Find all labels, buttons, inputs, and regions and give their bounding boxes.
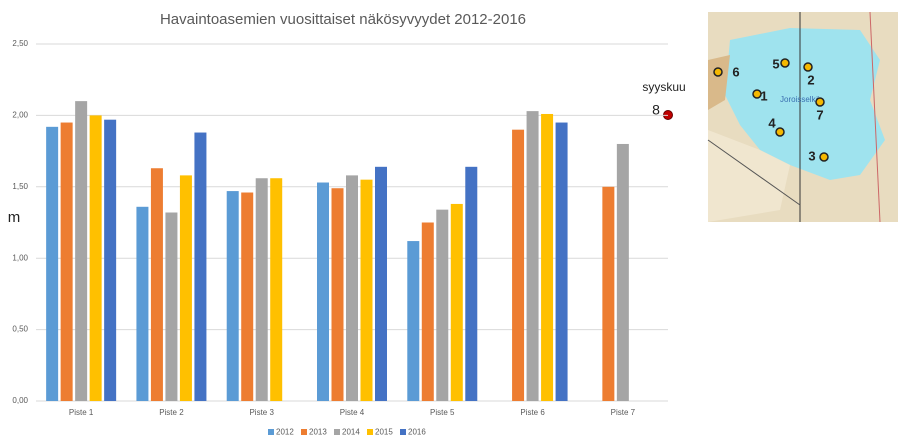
legend-swatch	[301, 429, 307, 435]
bar	[436, 209, 449, 401]
bar	[89, 115, 102, 402]
map-point	[815, 97, 825, 107]
bar	[46, 126, 59, 401]
bar	[331, 188, 344, 401]
x-tick-label: Piste 7	[611, 408, 636, 417]
chart-title: Havaintoasemien vuosittaiset näkösyvyyde…	[160, 11, 526, 28]
x-tick-label: Piste 1	[69, 408, 94, 417]
bar	[512, 129, 525, 401]
y-tick-label: 0,50	[12, 325, 28, 334]
legend-swatch	[334, 429, 340, 435]
map-point-label: 7	[816, 107, 823, 122]
bar	[450, 203, 463, 401]
annotation: syyskuu	[642, 80, 685, 94]
map: Joroisselkä	[707, 11, 898, 223]
legend-swatch	[367, 429, 373, 435]
map-point	[713, 67, 723, 77]
bar	[226, 191, 239, 401]
x-tick-label: Piste 2	[159, 408, 184, 417]
map-lake-label: Joroisselkä	[780, 95, 821, 104]
map-point-label: 4	[768, 115, 776, 130]
bar	[270, 178, 283, 401]
x-tick-label: Piste 5	[430, 408, 455, 417]
bar	[241, 192, 254, 401]
map-point-label: 5	[772, 56, 779, 71]
bar	[136, 206, 149, 401]
map-point	[819, 152, 829, 162]
map-point-label: 3	[808, 148, 815, 163]
map-point	[752, 89, 762, 99]
map-point	[780, 58, 790, 68]
y-tick-label: 2,50	[12, 39, 28, 48]
legend-label: 2013	[309, 428, 327, 437]
y-axis-label: m	[8, 209, 21, 226]
bar	[555, 122, 568, 401]
x-tick-label: Piste 4	[340, 408, 365, 417]
map-lake	[725, 28, 885, 180]
bar	[150, 168, 163, 401]
legend-label: 2014	[342, 428, 360, 437]
y-tick-label: 1,00	[12, 253, 28, 262]
y-tick-label: 0,00	[12, 396, 28, 405]
bar	[541, 113, 554, 402]
bar	[360, 179, 373, 401]
bar	[165, 212, 178, 401]
x-tick-label: Piste 6	[520, 408, 545, 417]
bar	[375, 166, 387, 401]
bar	[179, 175, 192, 401]
bar	[421, 222, 434, 401]
x-tick-label: Piste 3	[249, 408, 274, 417]
map-road	[869, 11, 881, 223]
map-point	[775, 127, 785, 137]
bar	[317, 182, 329, 401]
y-tick-label: 2,00	[12, 111, 28, 120]
annotation: 8	[652, 102, 660, 118]
map-road	[707, 139, 801, 206]
map-point-label: 2	[807, 72, 814, 87]
legend-swatch	[268, 429, 274, 435]
legend-label: 2012	[276, 428, 294, 437]
bar	[407, 241, 420, 401]
map-land	[708, 55, 730, 110]
bar	[75, 101, 88, 402]
bar	[194, 132, 207, 401]
map-land	[708, 130, 790, 222]
bar	[616, 143, 629, 401]
bar	[104, 119, 117, 402]
map-point-label: 6	[732, 64, 739, 79]
map-point	[803, 62, 813, 72]
y-tick-label: 1,50	[12, 182, 28, 191]
legend-label: 2015	[375, 428, 393, 437]
map-point-label: 1	[760, 88, 767, 103]
bar	[602, 186, 615, 401]
bar	[465, 166, 478, 401]
bar	[255, 178, 268, 401]
bar	[346, 175, 358, 401]
legend-swatch	[400, 429, 406, 435]
bar	[60, 122, 73, 401]
legend-label: 2016	[408, 428, 426, 437]
bar	[526, 111, 539, 401]
